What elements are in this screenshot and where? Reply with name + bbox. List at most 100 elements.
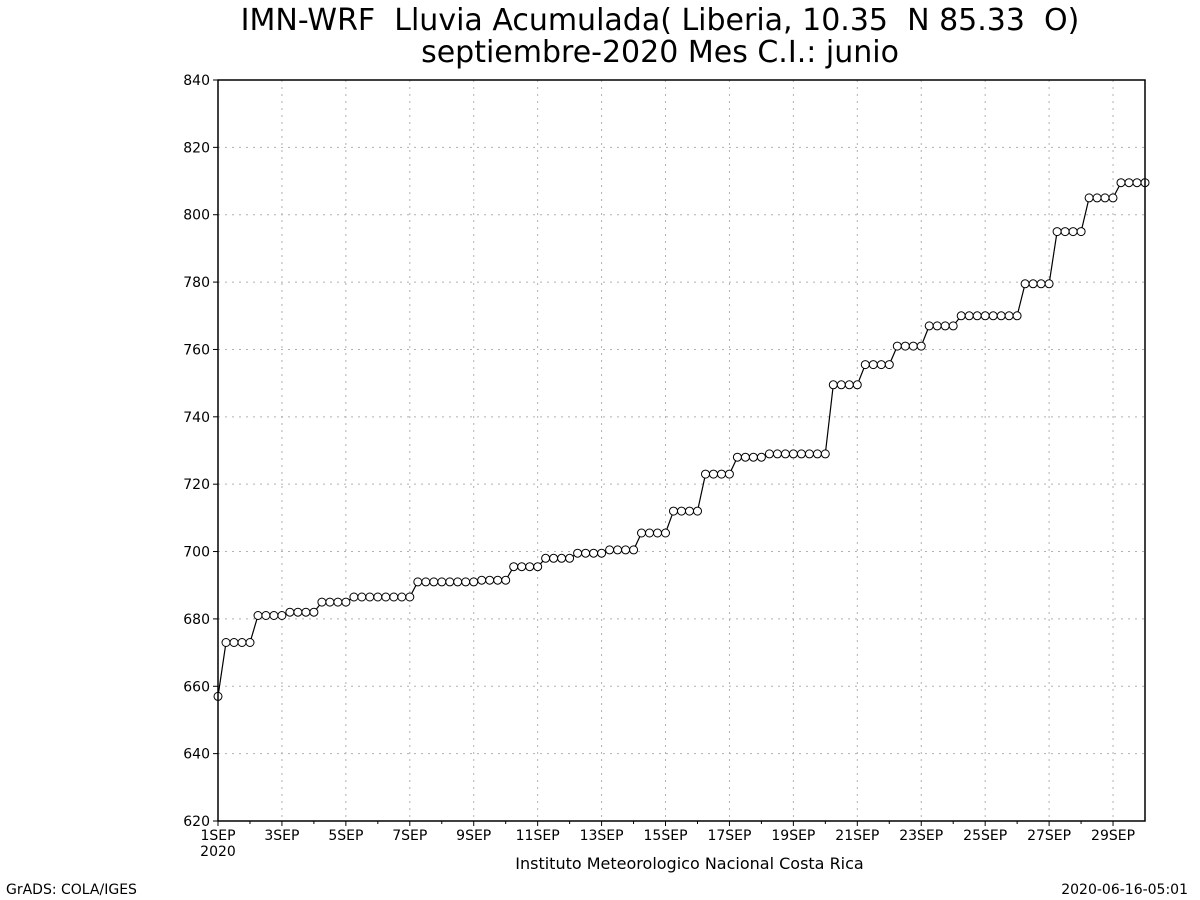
data-point (868, 360, 878, 370)
y-tick-label: 840 (183, 73, 210, 89)
y-tick-label: 720 (183, 477, 210, 493)
grid-lines (218, 80, 1145, 821)
data-point (349, 592, 359, 602)
data-point (732, 452, 742, 462)
x-tick-label: 11SEP (516, 828, 560, 844)
data-point (1020, 279, 1030, 289)
data-point (988, 311, 998, 321)
plot-frame (217, 79, 1146, 822)
data-point (1132, 178, 1142, 188)
data-point (285, 607, 295, 617)
data-point (852, 380, 862, 390)
data-point (645, 528, 654, 538)
data-point (517, 562, 527, 572)
data-point (860, 360, 870, 370)
y-tick-label: 740 (183, 410, 210, 426)
data-point (748, 452, 758, 462)
data-point (653, 528, 662, 538)
data-point (581, 548, 591, 558)
data-point (341, 597, 351, 607)
data-point (373, 592, 383, 602)
data-point (964, 311, 974, 321)
data-point (972, 311, 982, 321)
data-point (413, 577, 423, 587)
data-point (693, 506, 702, 516)
data-point (453, 577, 463, 587)
data-point (325, 597, 335, 607)
data-point (820, 449, 830, 459)
x-tick-label: 13SEP (580, 828, 624, 844)
data-point (597, 548, 607, 558)
chart-title-line1: IMN-WRF Lluvia Acumulada( Liberia, 10.35… (240, 3, 1080, 38)
data-point (1076, 227, 1086, 237)
x-tick-label: 9SEP (456, 828, 491, 844)
data-point (261, 611, 271, 620)
data-point (836, 380, 846, 390)
data-point (756, 452, 766, 462)
data-point (525, 562, 535, 572)
data-point (844, 380, 854, 390)
data-point (1012, 311, 1022, 321)
x-year-label: 2020 (200, 844, 236, 860)
data-point (1084, 193, 1094, 203)
data-point (333, 597, 343, 607)
data-point (461, 577, 471, 587)
data-point (389, 592, 399, 602)
data-point (621, 545, 631, 555)
data-point (780, 449, 790, 459)
data-point (509, 562, 519, 572)
data-point (701, 469, 710, 479)
data-point (908, 341, 918, 351)
data-point (573, 548, 583, 558)
x-tick-label: 23SEP (899, 828, 943, 844)
data-point (740, 452, 750, 462)
data-point (605, 545, 615, 555)
y-tick-label: 660 (183, 679, 210, 695)
data-point (932, 321, 942, 331)
data-point (293, 607, 303, 617)
y-tick-label: 620 (183, 814, 210, 830)
data-point (924, 321, 934, 331)
data-point (237, 638, 247, 647)
data-point (1044, 279, 1054, 289)
data-point (812, 449, 822, 459)
x-tick-label: 3SEP (264, 828, 299, 844)
data-point (796, 449, 806, 459)
data-point (277, 611, 287, 620)
data-point (541, 553, 551, 563)
data-point (421, 577, 431, 587)
data-point (269, 611, 279, 620)
x-tick-label: 25SEP (963, 828, 1007, 844)
data-point (661, 528, 670, 538)
data-point (876, 360, 886, 370)
x-tick-label: 19SEP (771, 828, 815, 844)
data-point (724, 469, 734, 479)
x-tick-label: 15SEP (644, 828, 688, 844)
data-point (309, 607, 319, 617)
data-point (884, 360, 894, 370)
data-point (1100, 193, 1110, 203)
chart-subtitle: septiembre-2020 Mes C.I.: junio (421, 35, 899, 70)
data-point (357, 592, 367, 602)
data-point (1052, 227, 1062, 237)
data-point (485, 575, 495, 585)
x-tick-label: 1SEP (200, 828, 235, 844)
data-point (1004, 311, 1014, 321)
data-point (1028, 279, 1038, 289)
software-credit: GrADS: COLA/IGES (6, 882, 137, 898)
data-point (301, 607, 311, 617)
data-point (828, 380, 838, 390)
x-tick-label: 5SEP (328, 828, 363, 844)
data-point (445, 577, 455, 587)
x-tick-label: 21SEP (835, 828, 879, 844)
data-point (804, 449, 814, 459)
data-point (685, 506, 694, 516)
data-point (253, 611, 263, 620)
data-point (1092, 193, 1102, 203)
y-tick-label: 820 (183, 140, 210, 156)
y-tick-label: 640 (183, 747, 210, 763)
data-point (501, 575, 511, 585)
data-point (996, 311, 1006, 321)
x-tick-label: 27SEP (1027, 828, 1071, 844)
data-point (613, 545, 623, 555)
